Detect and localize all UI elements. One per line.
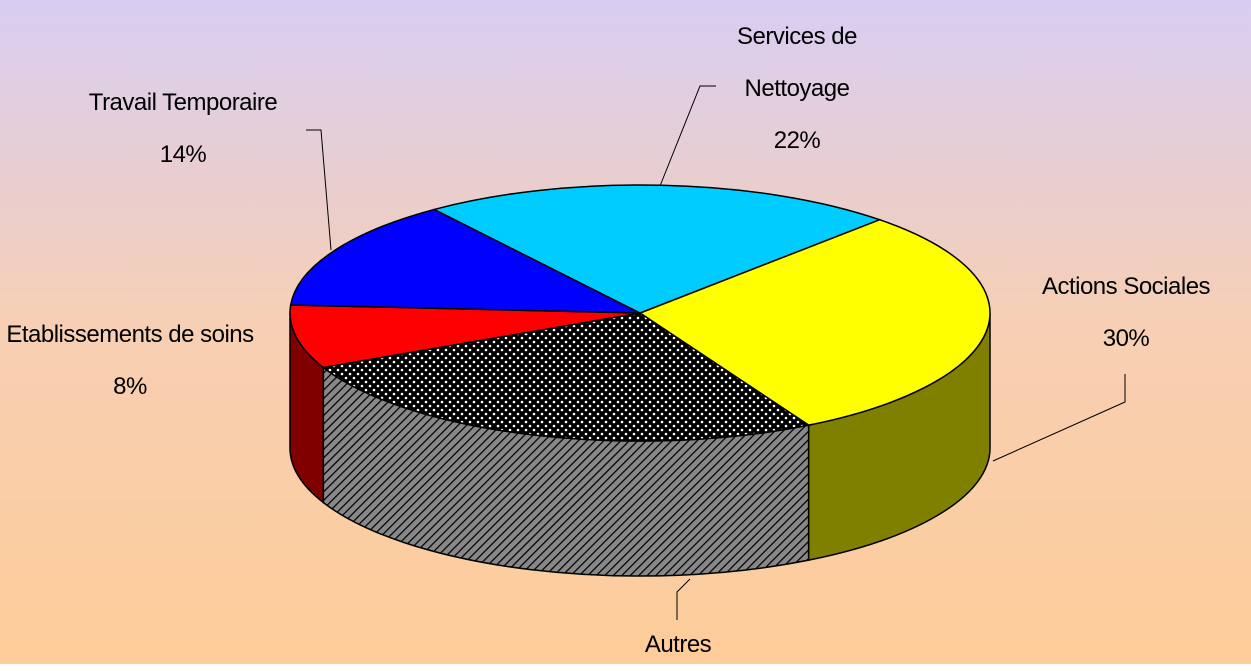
pie-slice xyxy=(321,312,811,442)
leader-line xyxy=(992,374,1126,462)
pie xyxy=(289,184,991,577)
category-name: Etablissements de soins xyxy=(6,321,254,348)
value-label: 8% xyxy=(113,373,147,400)
category-name: Autres xyxy=(644,631,712,658)
slice-label: Actions Sociales 30% xyxy=(1026,261,1226,365)
slice-label: Etablissements de soins 8% xyxy=(5,309,255,413)
leader-line xyxy=(306,129,332,251)
pie-slice xyxy=(289,208,641,314)
value-label: 30% xyxy=(1102,325,1150,352)
slice-label: Autres xyxy=(603,619,753,671)
pie-slice xyxy=(432,184,882,314)
pie-slice xyxy=(289,304,641,369)
category-name: Services de Nettoyage xyxy=(737,23,857,102)
value-label: 22% xyxy=(773,127,821,154)
slice-label: Services de Nettoyage 22% xyxy=(697,11,897,167)
pie-slice xyxy=(638,218,991,426)
leader-line xyxy=(659,85,716,187)
category-name: Travail Temporaire xyxy=(88,89,278,116)
leader-line xyxy=(676,578,691,620)
category-name: Actions Sociales xyxy=(1041,273,1211,300)
slice-label: Travail Temporaire 14% xyxy=(53,77,313,181)
value-label: 14% xyxy=(159,141,207,168)
